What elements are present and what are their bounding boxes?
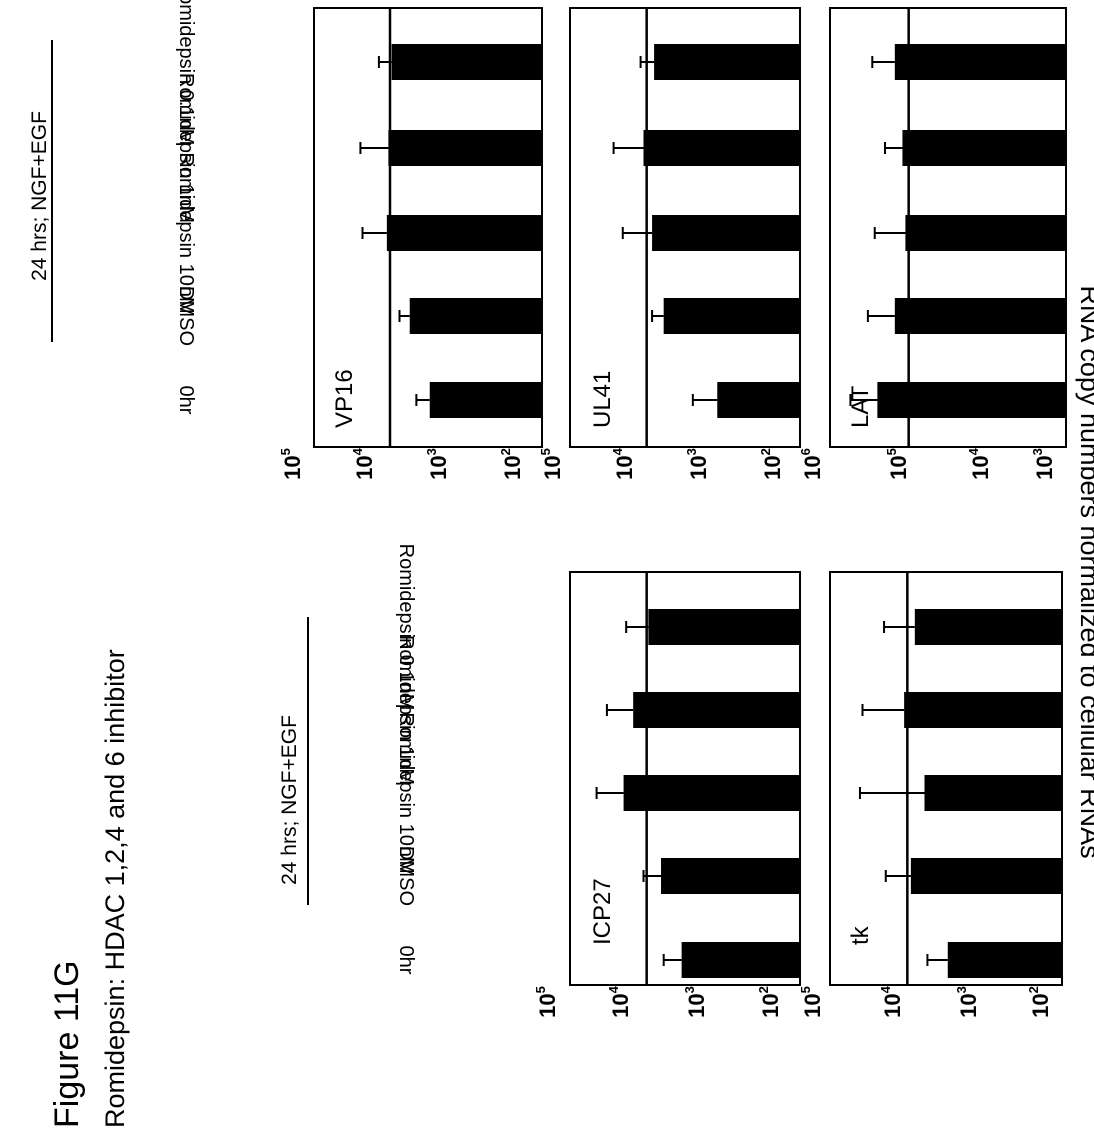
tick-label: 105 — [884, 448, 911, 480]
condition-label: Romidepsin 1nM — [175, 73, 197, 223]
condition-label: Romidepsin 10nM — [175, 152, 197, 313]
bar-ul41-4 — [643, 130, 800, 166]
bar-vp16-3 — [386, 215, 542, 251]
bar-icp27-1 — [681, 942, 800, 978]
condition-label: Romidepsin 0.1nM — [395, 544, 417, 711]
bar-vp16-5 — [391, 44, 542, 80]
tick-label: 104 — [606, 985, 633, 1017]
tick-label: 103 — [684, 448, 711, 480]
y-axis-label: RNA copy numbers normalized to cellular … — [1075, 285, 1094, 858]
bar-vp16-1 — [429, 382, 542, 418]
condition-label: 0hr — [395, 946, 417, 975]
figure-subtitle: Romidepsin: HDAC 1,2,4 and 6 inhibitor — [100, 649, 130, 1128]
figure-title: Figure 11G — [48, 960, 86, 1128]
bar-icp27-3 — [623, 775, 800, 811]
gene-label: tk — [847, 925, 874, 945]
tick-label: 104 — [610, 447, 637, 479]
tick-label: 105 — [798, 986, 825, 1018]
gene-label: VP16 — [331, 369, 358, 428]
gene-label: LAT — [847, 385, 874, 428]
panel-ul41: 105 104 103 102 UL41 — [538, 7, 801, 480]
condition-label: 0hr — [175, 386, 197, 415]
condition-label: Romidepsin 1nM — [395, 635, 417, 785]
bar-lat-3 — [905, 215, 1066, 251]
group-label-left: 24 hrs; NGF+EGF — [278, 715, 301, 885]
tick-label: 103 — [682, 986, 709, 1018]
tick-label: 104 — [350, 447, 377, 479]
condition-label: Romidepsin 10nM — [395, 712, 417, 873]
tick-label: 104 — [966, 447, 993, 479]
tick-label: 103 — [424, 448, 451, 480]
panel-tk: 105 104 103 102 tk — [798, 571, 1063, 1018]
tick-label: 102 — [758, 448, 785, 480]
bar-lat-5 — [894, 44, 1066, 80]
bar-ul41-1 — [717, 382, 800, 418]
panel-vp16: 105 104 103 102 VP16 — [278, 7, 543, 480]
bar-tk-5 — [914, 609, 1062, 645]
bar-lat-2 — [894, 298, 1066, 334]
panels: 105 104 103 102 ICP27 105 104 103 102 tk 105 104 103… — [278, 7, 1067, 1018]
bar-lat-4 — [902, 130, 1066, 166]
gene-label: ICP27 — [589, 878, 616, 945]
tick-label: 105 — [538, 448, 565, 480]
bar-icp27-5 — [648, 609, 800, 645]
group-label-right: 24 hrs; NGF+EGF — [28, 111, 51, 281]
bar-ul41-5 — [654, 44, 800, 80]
bar-lat-1 — [877, 382, 1066, 418]
tick-label: 104 — [878, 985, 905, 1017]
gene-label: UL41 — [589, 371, 616, 428]
tick-label: 106 — [798, 448, 825, 480]
bar-tk-2 — [910, 858, 1062, 894]
bar-ul41-2 — [663, 298, 800, 334]
bar-icp27-2 — [661, 858, 800, 894]
panel-lat: 106 105 104 103 LAT — [798, 7, 1067, 480]
tick-label: 102 — [756, 986, 783, 1018]
tick-label: 105 — [278, 448, 305, 480]
tick-label: 102 — [498, 448, 525, 480]
bar-icp27-4 — [633, 692, 800, 728]
tick-label: 105 — [533, 986, 560, 1018]
tick-label: 102 — [1026, 986, 1053, 1018]
bar-ul41-3 — [652, 215, 800, 251]
bar-vp16-2 — [409, 298, 542, 334]
bar-tk-4 — [904, 692, 1062, 728]
condition-label: Romidepsin 0.1nM — [175, 0, 197, 145]
bar-vp16-4 — [388, 130, 542, 166]
bar-tk-3 — [924, 775, 1062, 811]
bar-tk-1 — [947, 942, 1062, 978]
condition-label: DMSO — [395, 846, 417, 906]
panel-icp27: 105 104 103 102 ICP27 — [533, 571, 801, 1018]
tick-label: 103 — [1030, 448, 1057, 480]
tick-label: 103 — [954, 986, 981, 1018]
condition-label: DMSO — [175, 286, 197, 346]
